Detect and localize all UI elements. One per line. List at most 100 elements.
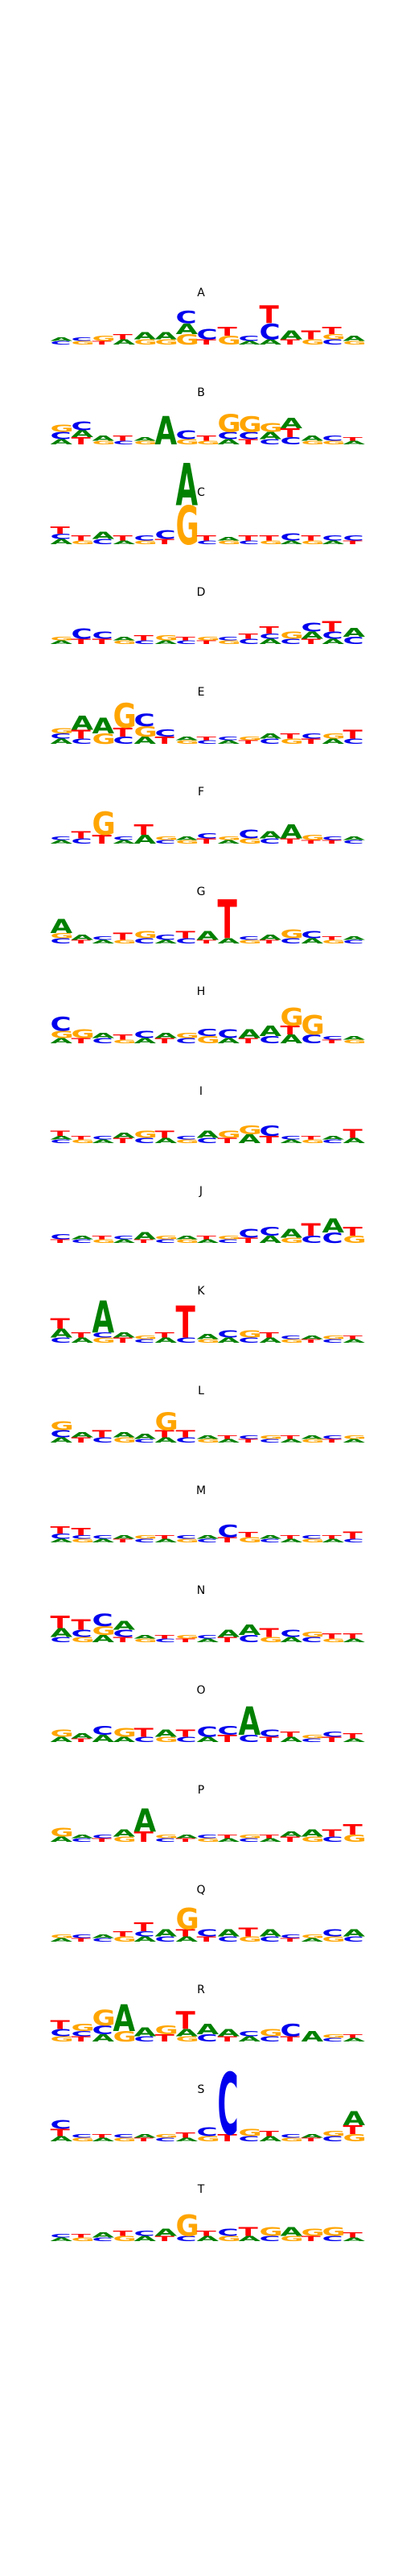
nucleotide-a: A (113, 1534, 136, 1540)
nucleotide-c: C (155, 728, 176, 739)
nucleotide-g: G (218, 334, 241, 348)
nucleotide-a: A (281, 1636, 303, 1644)
nucleotide-a: A (343, 2237, 366, 2243)
nucleotide-a: A (218, 1928, 240, 1939)
nucleotide-c: C (260, 320, 281, 345)
nucleotide-a: A (343, 2037, 366, 2043)
nucleotide-g: G (51, 727, 74, 735)
nucleotide-c: C (72, 837, 92, 845)
nucleotide-g: G (343, 1039, 367, 1045)
nucleotide-a: A (239, 2235, 261, 2243)
nucleotide-a: A (281, 1227, 304, 1241)
panel-label: R (197, 1984, 205, 1996)
nucleotide-c: C (281, 2021, 302, 2040)
nucleotide-c: C (197, 540, 218, 546)
nucleotide-c: C (176, 428, 197, 442)
nucleotide-a: A (92, 1934, 115, 1939)
nucleotide-a: A (218, 740, 240, 745)
nucleotide-g: G (155, 338, 178, 346)
nucleotide-c: C (260, 438, 281, 446)
nucleotide-t: T (302, 840, 322, 845)
nucleotide-g: G (134, 540, 158, 546)
nucleotide-a: A (260, 1534, 282, 1540)
nucleotide-t: T (281, 1435, 301, 1440)
nucleotide-c: C (51, 2118, 72, 2132)
nucleotide-c: C (281, 1335, 302, 1340)
nucleotide-g: G (239, 1329, 262, 1340)
nucleotide-g: G (134, 1129, 158, 1141)
nucleotide-c: C (239, 1435, 260, 1440)
nucleotide-t: T (260, 1626, 280, 1640)
nucleotide-t: T (260, 535, 280, 543)
nucleotide-c: C (302, 930, 322, 941)
nucleotide-a: A (51, 640, 73, 646)
nucleotide-t: T (218, 1435, 238, 1440)
nucleotide-a: A (113, 1239, 136, 1245)
nucleotide-g: G (134, 724, 158, 741)
nucleotide-c: C (218, 1027, 239, 1041)
nucleotide-t: T (51, 1239, 71, 1245)
nucleotide-g: G (197, 1838, 220, 1843)
nucleotide-t: T (72, 1616, 92, 1633)
nucleotide-g: G (322, 2225, 346, 2239)
nucleotide-a: A (281, 328, 304, 342)
nucleotide-a: A (343, 626, 367, 640)
nucleotide-t: T (51, 1525, 71, 1536)
nucleotide-g: G (113, 1436, 137, 1444)
nucleotide-a: A (176, 1935, 199, 1943)
nucleotide-c: C (155, 1638, 176, 1644)
nucleotide-c: C (260, 1123, 281, 1140)
nucleotide-t: T (281, 1835, 301, 1843)
nucleotide-c: C (51, 2028, 72, 2039)
nucleotide-a: A (155, 1728, 178, 1740)
nucleotide-t: T (322, 935, 343, 941)
nucleotide-a: A (343, 1439, 366, 1444)
nucleotide-g: G (260, 540, 283, 546)
nucleotide-a: A (92, 1291, 115, 1343)
nucleotide-a: A (343, 836, 366, 841)
nucleotide-c: C (239, 335, 260, 343)
nucleotide-t: T (197, 837, 217, 845)
nucleotide-t: T (155, 735, 175, 746)
nucleotide-a: A (51, 1538, 73, 1544)
nucleotide-a: A (113, 1331, 136, 1339)
nucleotide-a: A (281, 821, 303, 844)
nucleotide-g: G (302, 1439, 325, 1444)
nucleotide-c: C (72, 1534, 92, 1540)
nucleotide-c: C (343, 1538, 364, 1544)
nucleotide-c: C (92, 2237, 113, 2243)
nucleotide-c: C (197, 832, 218, 840)
nucleotide-a: A (72, 1834, 94, 1839)
nucleotide-c: C (92, 1534, 113, 1540)
nucleotide-c: C (281, 436, 302, 447)
nucleotide-t: T (113, 1538, 133, 1544)
nucleotide-a: A (197, 1333, 219, 1341)
nucleotide-a: A (281, 540, 303, 546)
nucleotide-g: G (176, 840, 199, 845)
nucleotide-t: T (343, 1633, 363, 1641)
nucleotide-a: A (302, 1435, 324, 1440)
nucleotide-t: T (72, 638, 92, 646)
nucleotide-a: A (134, 1037, 157, 1045)
nucleotide-t: T (72, 535, 92, 543)
nucleotide-t: T (113, 1137, 133, 1145)
nucleotide-g: G (72, 1027, 95, 1041)
nucleotide-t: T (197, 939, 217, 945)
nucleotide-c: C (72, 1629, 92, 1640)
nucleotide-t: T (322, 1534, 343, 1540)
nucleotide-g: G (176, 1239, 199, 1245)
nucleotide-c: C (322, 338, 343, 346)
nucleotide-g: G (302, 1835, 325, 1843)
nucleotide-g: G (176, 2210, 199, 2243)
nucleotide-g: G (197, 636, 220, 642)
nucleotide-a: A (281, 1538, 303, 1544)
nucleotide-t: T (92, 341, 113, 346)
nucleotide-g: G (197, 1439, 220, 1444)
nucleotide-t: T (113, 1930, 133, 1938)
nucleotide-c: C (218, 2227, 239, 2239)
nucleotide-t: T (134, 1239, 154, 1245)
